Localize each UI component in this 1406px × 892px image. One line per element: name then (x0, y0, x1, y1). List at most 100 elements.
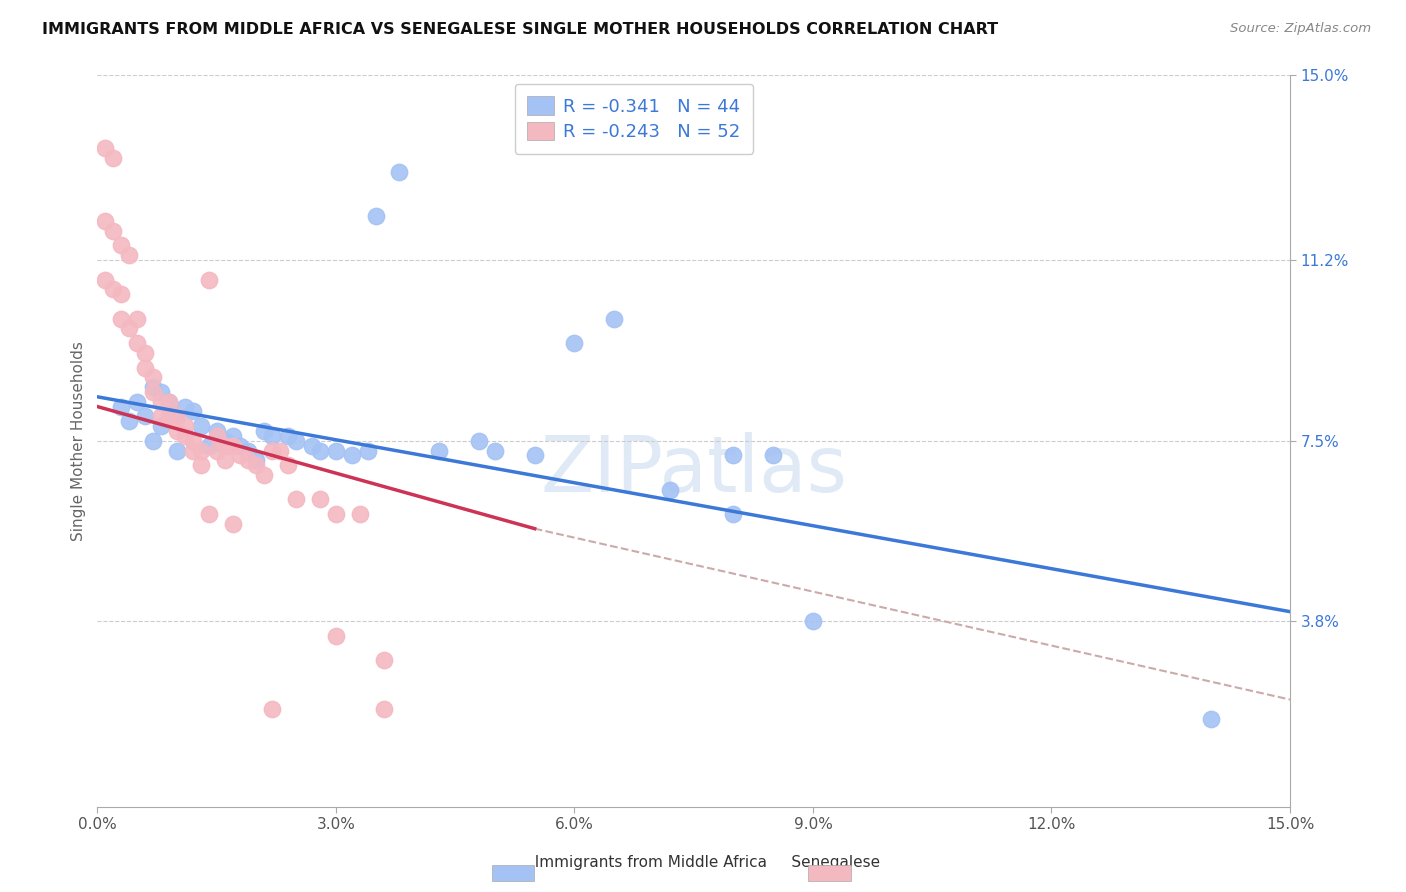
Point (221, 439, 243, 453)
Point (325, 507, 347, 521)
Point (468, 434, 491, 448)
Point (149, 394, 172, 409)
Point (723, 449, 745, 463)
Point (110, 400, 132, 414)
Point (801, 615, 824, 629)
Point (110, 238, 132, 252)
Legend: R = -0.341   N = 44, R = -0.243   N = 52: R = -0.341 N = 44, R = -0.243 N = 52 (515, 84, 754, 153)
Point (245, 453, 267, 467)
Point (309, 492, 332, 507)
Point (190, 419, 212, 434)
Point (309, 443, 332, 458)
Point (197, 272, 219, 286)
Text: Source: ZipAtlas.com: Source: ZipAtlas.com (1230, 22, 1371, 36)
Point (173, 419, 195, 434)
Point (205, 443, 228, 458)
Point (285, 492, 308, 507)
Point (762, 449, 785, 463)
Point (229, 449, 252, 463)
Point (157, 394, 180, 409)
Point (523, 449, 546, 463)
Point (134, 346, 156, 360)
Point (142, 380, 165, 394)
Point (484, 443, 506, 458)
Point (205, 429, 228, 443)
Point (181, 434, 204, 448)
Point (197, 507, 219, 521)
Point (205, 424, 228, 438)
Point (103, 282, 125, 296)
Point (269, 443, 291, 458)
Point (118, 248, 141, 262)
Text: IMMIGRANTS FROM MIDDLE AFRICA VS SENEGALESE SINGLE MOTHER HOUSEHOLDS CORRELATION: IMMIGRANTS FROM MIDDLE AFRICA VS SENEGAL… (42, 22, 998, 37)
Point (238, 453, 260, 467)
Point (603, 311, 626, 326)
Point (127, 311, 149, 326)
Point (564, 336, 586, 351)
Point (134, 409, 156, 424)
Point (166, 424, 188, 438)
Point (166, 443, 188, 458)
Point (94, 272, 117, 286)
Point (214, 439, 236, 453)
Text: ZIPatlas: ZIPatlas (540, 432, 848, 508)
Text: Immigrants from Middle Africa     Senegalese: Immigrants from Middle Africa Senegalese (526, 855, 880, 870)
Point (262, 429, 284, 443)
Point (142, 434, 165, 448)
Point (142, 384, 165, 399)
Point (373, 653, 395, 667)
Point (127, 394, 149, 409)
Point (349, 507, 371, 521)
Point (214, 434, 236, 448)
Point (325, 629, 347, 643)
Point (262, 702, 284, 716)
Point (253, 467, 276, 482)
Point (245, 458, 267, 472)
Point (127, 336, 149, 351)
Point (166, 409, 188, 424)
Point (142, 370, 165, 384)
Point (214, 453, 236, 467)
Point (110, 311, 132, 326)
Point (388, 165, 411, 179)
Point (1199, 712, 1222, 726)
Point (110, 287, 132, 301)
Point (364, 209, 387, 223)
Point (149, 384, 172, 399)
Point (103, 151, 125, 165)
Point (229, 439, 252, 453)
Point (658, 483, 681, 497)
Point (134, 360, 156, 375)
Point (427, 443, 450, 458)
Point (94, 141, 117, 155)
Point (181, 404, 204, 418)
Point (173, 400, 195, 414)
Point (118, 321, 141, 335)
Point (221, 429, 243, 443)
Point (103, 224, 125, 238)
Point (149, 419, 172, 434)
Point (277, 429, 299, 443)
Point (157, 409, 180, 424)
Point (238, 443, 260, 458)
Point (262, 443, 284, 458)
Point (157, 394, 180, 409)
Point (190, 443, 212, 458)
Point (173, 429, 195, 443)
Point (340, 449, 363, 463)
Point (149, 409, 172, 424)
Point (325, 443, 347, 458)
Point (197, 439, 219, 453)
Point (301, 439, 323, 453)
Point (94, 214, 117, 228)
Point (253, 424, 276, 438)
Point (723, 507, 745, 521)
Point (118, 414, 141, 428)
Y-axis label: Single Mother Households: Single Mother Households (72, 341, 86, 541)
Point (277, 458, 299, 472)
Point (166, 409, 188, 424)
Point (373, 702, 395, 716)
Point (181, 443, 204, 458)
Point (285, 434, 308, 448)
Point (190, 458, 212, 472)
